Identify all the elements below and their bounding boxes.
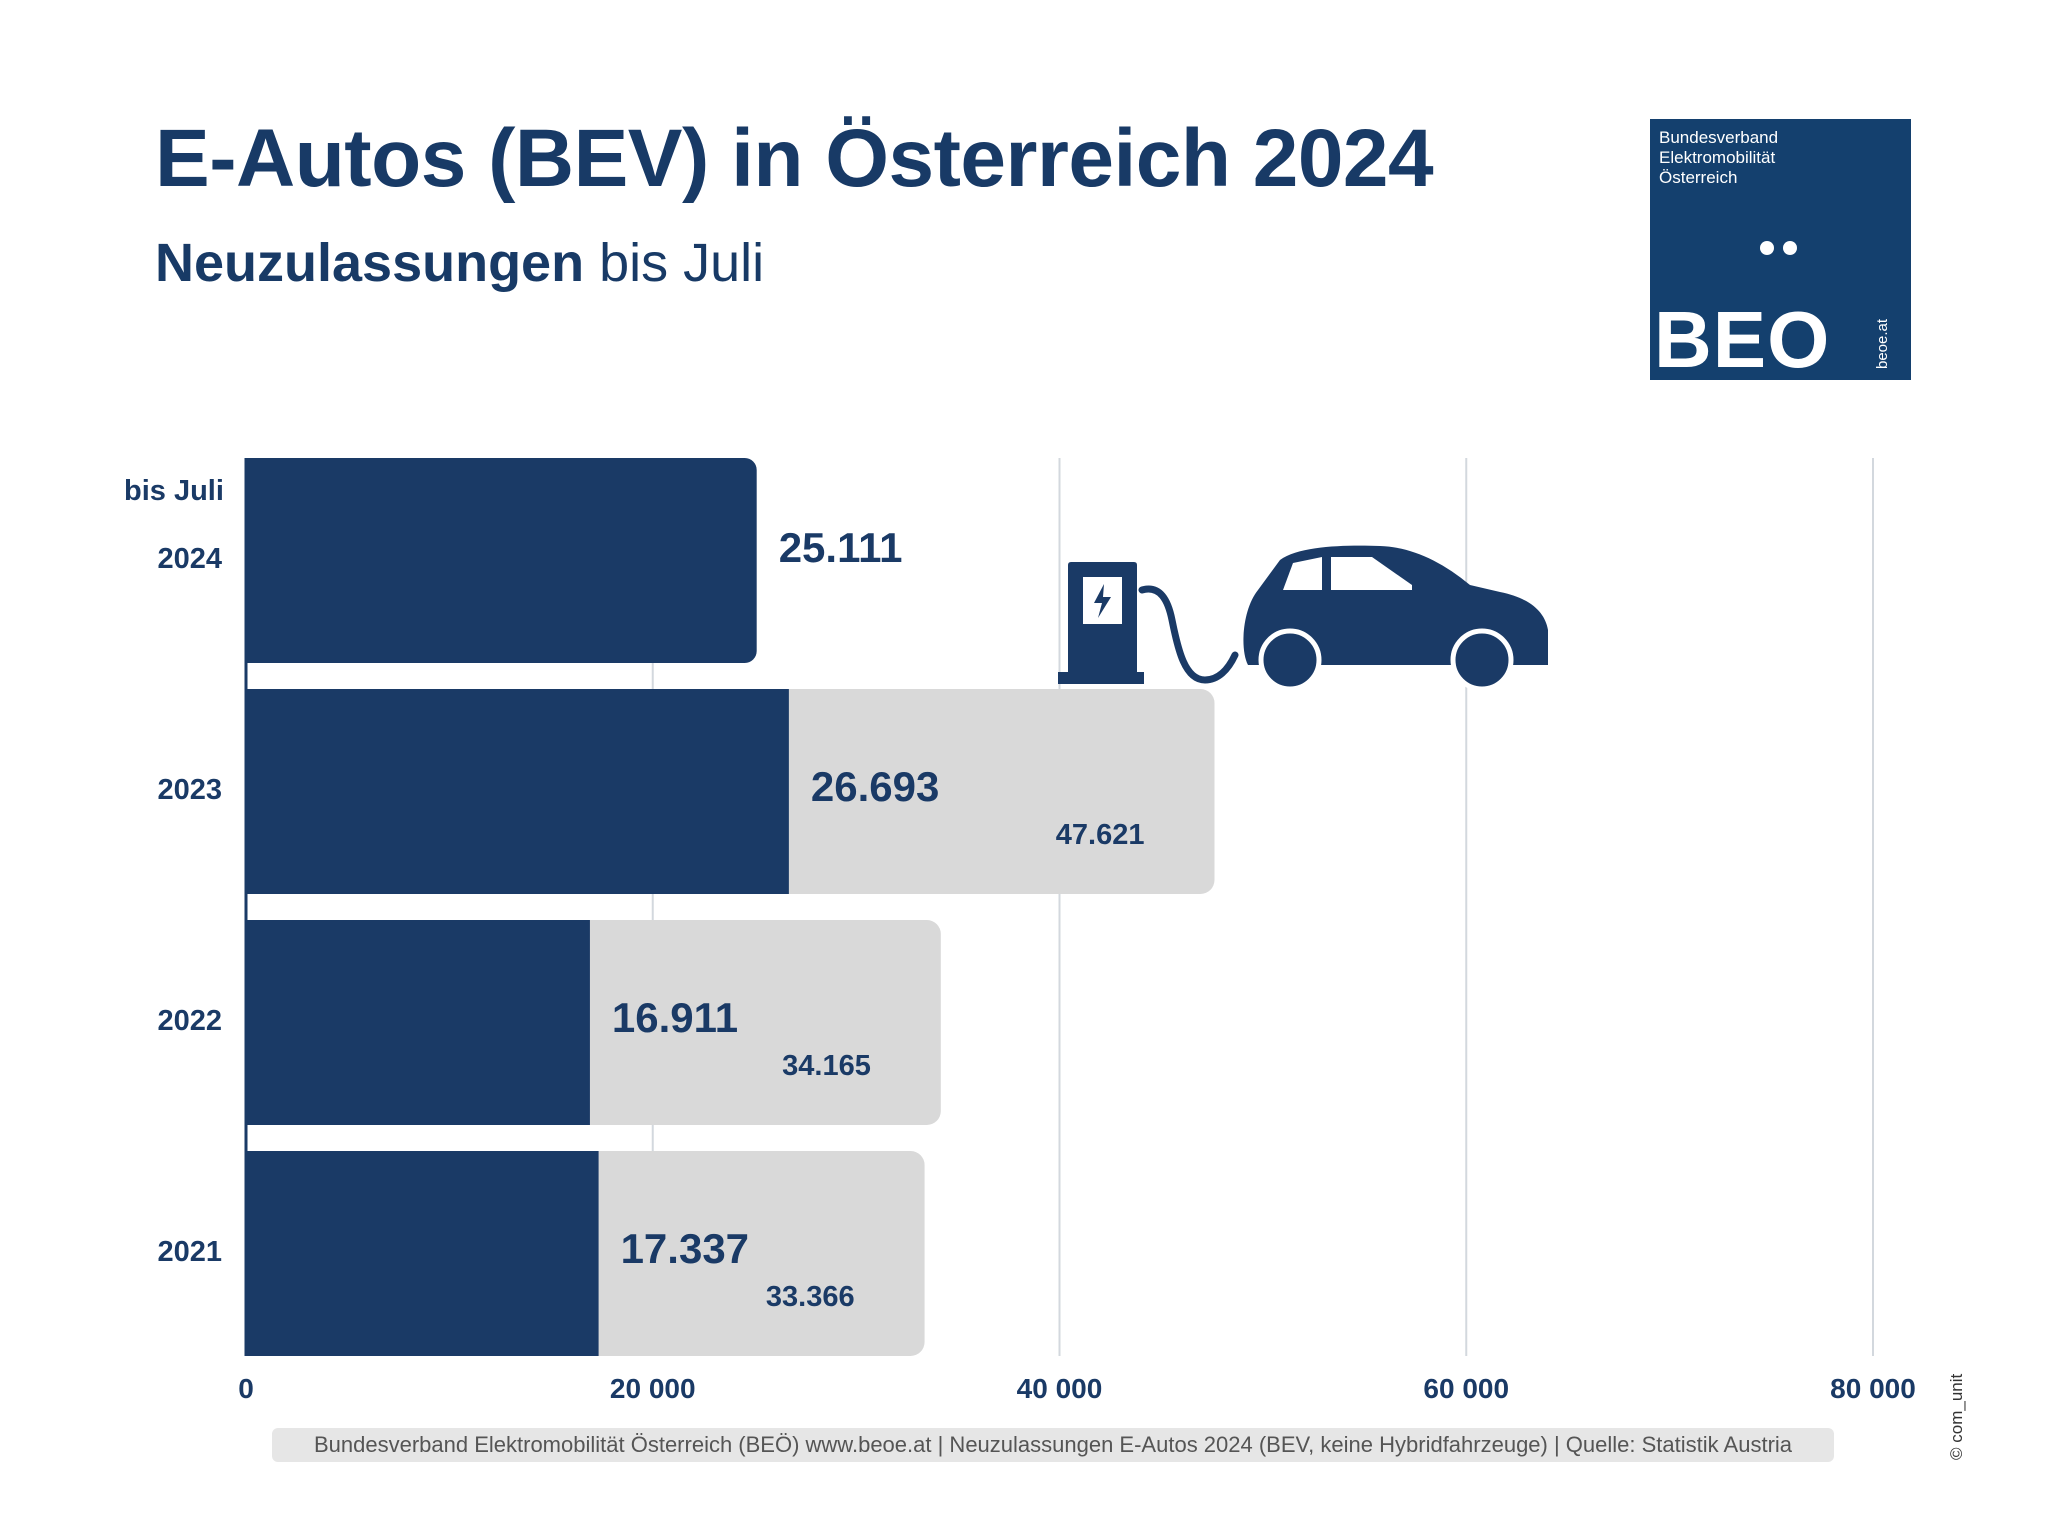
copyright-note: © com_unit [1947,1373,1966,1460]
electric-car-icon [1243,545,1548,692]
logo-org-line: Elektromobilität [1659,148,1776,167]
x-tick-label: 20 000 [610,1373,696,1404]
category-header: bis Juli [124,475,224,507]
value-label-full-year-2023: 47.621 [1056,819,1145,851]
value-label-ytd-2022: 16.911 [612,994,738,1041]
x-tick-label: 40 000 [1017,1373,1103,1404]
x-tick-label: 0 [238,1373,254,1404]
logo-org-line: Österreich [1659,168,1738,187]
bar-ytd-2023 [246,689,789,894]
value-label-ytd-2023: 26.693 [811,763,939,810]
bar-ytd-2021 [246,1151,599,1356]
logo-org-line: Bundesverband [1659,128,1779,147]
category-label-2021: 2021 [157,1236,222,1268]
page-title: E-Autos (BEV) in Österreich 2024 [155,113,1434,204]
page-subtitle: Neuzulassungen bis Juli [155,232,764,294]
value-label-ytd-2021: 17.337 [621,1225,749,1272]
subtitle-rest: bis Juli [584,233,765,293]
category-label-2022: 2022 [157,1005,222,1037]
source-footer: Bundesverband Elektromobilität Österreic… [272,1428,1834,1462]
value-label-full-year-2022: 34.165 [782,1050,871,1082]
x-tick-label: 60 000 [1423,1373,1509,1404]
data-labels: 25.111 26.693 47.621 16.911 34.165 17.337 33.3… [612,524,1145,1313]
bar-ytd-2022 [246,920,590,1125]
axis-labels: 0 20 000 40 000 60 000 80 000 2024 2023 2022 202… [157,543,1915,1404]
logo-wordmark: BEO [1654,295,1831,384]
subtitle-bold: Neuzulassungen [155,233,585,293]
category-label-2023: 2023 [157,774,222,806]
charging-station-icon [1058,562,1239,684]
category-label-2024: 2024 [157,543,222,575]
value-label-ytd-2024: 25.111 [779,524,903,571]
bar-ytd-2024-base [246,458,743,663]
beo-logo: Bundesverband Elektromobilität Österreic… [1650,119,1911,384]
logo-org-name: Bundesverband Elektromobilität Österreic… [1659,128,1899,188]
value-label-full-year-2021: 33.366 [766,1281,855,1313]
bars [246,458,1215,1356]
logo-umlaut-dots [1760,241,1806,260]
x-tick-label: 80 000 [1830,1373,1916,1404]
